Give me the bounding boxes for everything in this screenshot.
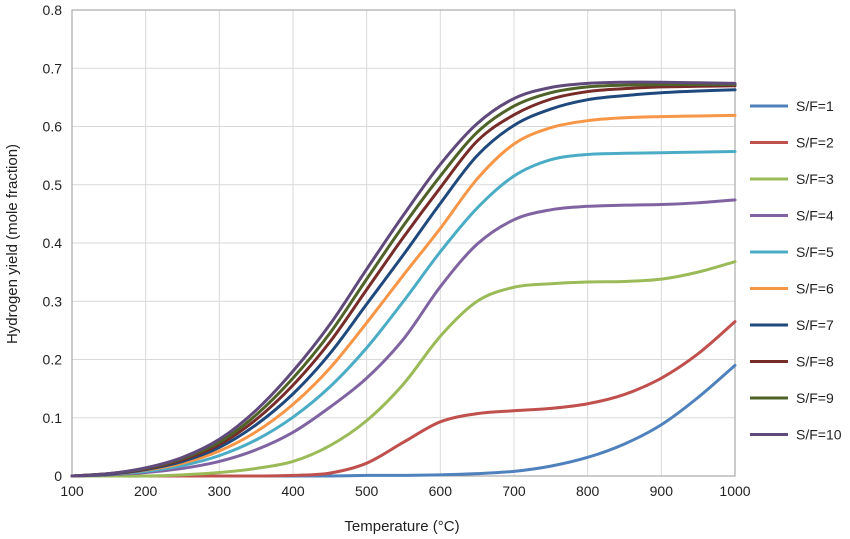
legend-label: S/F=2: [796, 135, 834, 151]
x-tick-label: 500: [355, 483, 379, 499]
y-tick-label: 0.6: [43, 119, 63, 135]
x-tick-label: 800: [576, 483, 600, 499]
series-lines: [70, 80, 737, 478]
series-line-5: [70, 150, 737, 478]
gridlines: [72, 10, 735, 476]
series-line-6: [70, 113, 737, 478]
series-line-3: [70, 260, 737, 478]
legend-item: S/F=7: [750, 317, 834, 333]
legend-item: S/F=6: [750, 281, 834, 297]
x-tick-label: 400: [281, 483, 305, 499]
legend: S/F=1 S/F=2 S/F=3 S/F=4 S/F=5 S/F=6 S/F=7 S/F=8…: [750, 98, 842, 443]
legend-item: S/F=9: [750, 390, 834, 406]
y-tick-label: 0.2: [43, 352, 63, 368]
legend-item: S/F=10: [750, 427, 842, 443]
y-tick-label: 0.4: [43, 235, 63, 251]
y-tick-label: 0.1: [43, 410, 63, 426]
x-axis-title: Temperature (°C): [344, 518, 459, 535]
y-axis-ticks: 0 0.1 0.2 0.3 0.4 0.5 0.6 0.7 0.8: [43, 2, 63, 484]
series-line-4: [70, 198, 737, 478]
legend-item: S/F=1: [750, 98, 834, 114]
legend-item: S/F=4: [750, 208, 834, 224]
y-tick-label: 0.3: [43, 293, 63, 309]
y-tick-label: 0.8: [43, 2, 63, 18]
legend-label: S/F=7: [796, 317, 834, 333]
y-axis-title: Hydrogen yield (mole fraction): [4, 144, 21, 344]
legend-label: S/F=3: [796, 171, 834, 187]
y-tick-label: 0.7: [43, 60, 63, 76]
y-tick-label: 0.5: [43, 177, 63, 193]
legend-label: S/F=6: [796, 281, 834, 297]
y-tick-label: 0: [54, 468, 62, 484]
x-tick-label: 300: [208, 483, 232, 499]
legend-label: S/F=9: [796, 390, 834, 406]
legend-item: S/F=8: [750, 354, 834, 370]
legend-item: S/F=5: [750, 244, 834, 260]
series-line-7: [70, 88, 737, 478]
x-tick-label: 1000: [719, 483, 750, 499]
legend-label: S/F=10: [796, 427, 842, 443]
legend-label: S/F=5: [796, 244, 834, 260]
x-tick-label: 700: [502, 483, 526, 499]
legend-label: S/F=4: [796, 208, 834, 224]
x-tick-label: 600: [429, 483, 453, 499]
series-line-10: [70, 80, 737, 478]
legend-item: S/F=3: [750, 171, 834, 187]
legend-label: S/F=1: [796, 98, 834, 114]
x-axis-ticks: 100 200 300 400 500 600 700 800 900 1000: [60, 483, 750, 499]
x-tick-label: 200: [134, 483, 158, 499]
x-tick-label: 100: [60, 483, 84, 499]
legend-label: S/F=8: [796, 354, 834, 370]
legend-item: S/F=2: [750, 135, 834, 151]
x-tick-label: 900: [650, 483, 674, 499]
